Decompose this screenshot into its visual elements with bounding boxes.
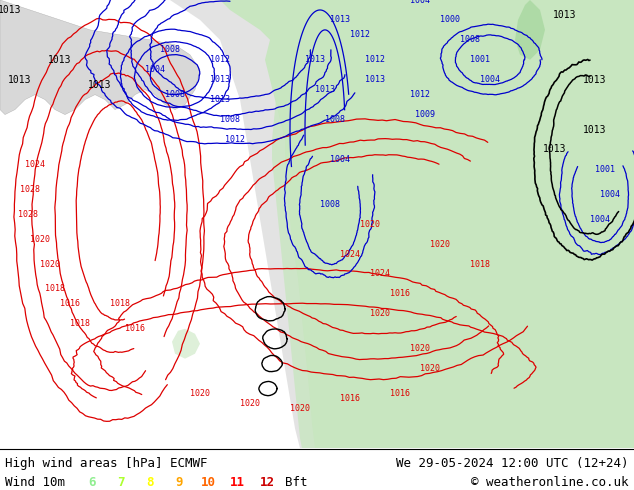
Polygon shape (170, 0, 634, 448)
Text: 1020: 1020 (40, 260, 60, 269)
Text: 1020: 1020 (430, 240, 450, 248)
Polygon shape (220, 0, 634, 448)
Text: Wind 10m: Wind 10m (5, 476, 65, 489)
Text: 1020: 1020 (360, 220, 380, 229)
Text: 1013: 1013 (583, 124, 607, 135)
Text: 1008: 1008 (165, 90, 185, 99)
Text: 1016: 1016 (60, 299, 80, 308)
Text: 10: 10 (201, 476, 216, 489)
Text: Bft: Bft (285, 476, 307, 489)
Text: 1018: 1018 (70, 319, 90, 328)
Text: 1004: 1004 (410, 0, 430, 4)
Text: 1013: 1013 (210, 75, 230, 84)
Text: 1024: 1024 (25, 160, 45, 169)
Polygon shape (515, 0, 545, 60)
Text: 1013: 1013 (210, 95, 230, 104)
Text: 1008: 1008 (325, 115, 345, 124)
Text: High wind areas [hPa] ECMWF: High wind areas [hPa] ECMWF (5, 457, 207, 469)
Text: 1020: 1020 (30, 235, 50, 244)
Text: 1001: 1001 (470, 55, 490, 64)
Polygon shape (278, 0, 410, 72)
Polygon shape (578, 110, 605, 151)
Text: 1001: 1001 (595, 165, 615, 174)
Text: 1013: 1013 (0, 5, 22, 15)
Text: 1004: 1004 (600, 190, 620, 199)
Text: 1008: 1008 (220, 115, 240, 124)
Polygon shape (270, 0, 634, 448)
Text: 1013: 1013 (330, 15, 350, 24)
Text: 1000: 1000 (440, 15, 460, 24)
Text: 1012: 1012 (365, 55, 385, 64)
Text: 9: 9 (176, 476, 183, 489)
Text: 1020: 1020 (240, 399, 260, 408)
Text: 1016: 1016 (125, 324, 145, 333)
Text: 1020: 1020 (420, 364, 440, 373)
Text: 1009: 1009 (415, 110, 435, 119)
Text: 1020: 1020 (290, 404, 310, 413)
Text: 1013: 1013 (365, 75, 385, 84)
Text: 1004: 1004 (590, 215, 610, 224)
Text: 1008: 1008 (320, 200, 340, 209)
Text: 1012: 1012 (225, 135, 245, 144)
Polygon shape (0, 0, 200, 115)
Text: 1013: 1013 (88, 80, 112, 90)
Text: 1004: 1004 (145, 65, 165, 74)
Text: 1004: 1004 (480, 75, 500, 84)
Text: 1013: 1013 (553, 10, 577, 20)
Text: 1012: 1012 (210, 55, 230, 64)
Text: 1012: 1012 (350, 30, 370, 39)
Text: 7: 7 (117, 476, 125, 489)
Text: 1028: 1028 (20, 185, 40, 194)
Text: 1016: 1016 (390, 290, 410, 298)
Text: 1018: 1018 (45, 284, 65, 294)
Text: 12: 12 (259, 476, 275, 489)
Text: 1020: 1020 (190, 389, 210, 398)
Text: 1008: 1008 (460, 35, 480, 45)
Text: 1018: 1018 (470, 260, 490, 269)
Text: 8: 8 (146, 476, 154, 489)
Text: 1013: 1013 (583, 74, 607, 85)
Text: 1013: 1013 (8, 74, 32, 85)
Text: 1016: 1016 (390, 389, 410, 398)
Text: 1008: 1008 (160, 45, 180, 54)
Text: 11: 11 (230, 476, 245, 489)
Text: 1020: 1020 (370, 309, 390, 318)
Text: 1028: 1028 (18, 210, 38, 219)
Text: We 29-05-2024 12:00 UTC (12+24): We 29-05-2024 12:00 UTC (12+24) (396, 457, 629, 469)
Text: 1024: 1024 (370, 270, 390, 278)
Polygon shape (172, 329, 200, 359)
Text: 1016: 1016 (340, 394, 360, 403)
Text: 1013: 1013 (48, 55, 72, 65)
Text: 1018: 1018 (110, 299, 130, 308)
Text: 1013: 1013 (305, 55, 325, 64)
Text: 1012: 1012 (410, 90, 430, 99)
Text: 1020: 1020 (410, 344, 430, 353)
Text: 1024: 1024 (340, 249, 360, 259)
Text: 1013: 1013 (315, 85, 335, 94)
Text: 6: 6 (88, 476, 96, 489)
Text: 1013: 1013 (543, 145, 567, 154)
Text: 1004: 1004 (330, 155, 350, 164)
Text: © weatheronline.co.uk: © weatheronline.co.uk (472, 476, 629, 489)
